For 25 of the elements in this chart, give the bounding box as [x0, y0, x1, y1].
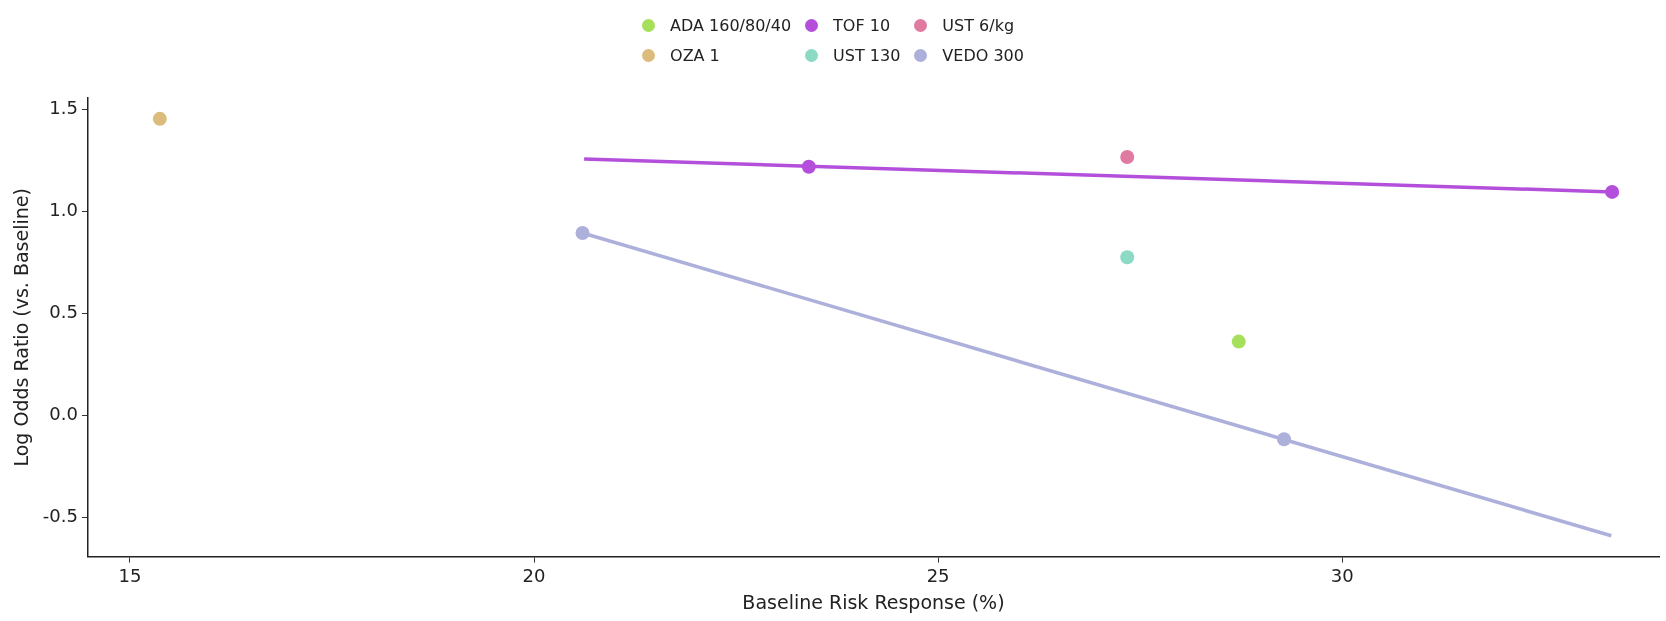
point	[152, 111, 167, 126]
x-tick-label: 25	[926, 565, 950, 587]
legend-label: UST 130	[833, 45, 901, 65]
point	[801, 159, 816, 174]
x-tick-label: 20	[522, 565, 546, 587]
legend-label: UST 6/kg	[942, 15, 1015, 35]
y-tick-label: 1.0	[49, 199, 78, 221]
point	[1120, 150, 1135, 165]
point	[1605, 184, 1620, 199]
legend-label: OZA 1	[670, 45, 720, 65]
legend-label: TOF 10	[833, 15, 891, 35]
y-tick-label: -0.5	[42, 505, 78, 527]
y-axis-title: Log Odds Ratio (vs. Baseline)	[10, 188, 33, 467]
y-tick-label: 0.5	[49, 301, 78, 323]
x-tick-label: 30	[1330, 565, 1354, 587]
legend-label: ADA 160/80/40	[670, 15, 792, 35]
point	[1277, 432, 1292, 447]
point	[1120, 250, 1135, 265]
y-tick-label: 1.5	[49, 97, 78, 119]
x-axis-title: Baseline Risk Response (%)	[742, 590, 1005, 613]
legend-label: VEDO 300	[942, 45, 1024, 65]
point	[1231, 334, 1246, 349]
x-tick-label: 15	[118, 565, 142, 587]
y-tick-label: 0.0	[49, 403, 78, 425]
point	[575, 225, 590, 240]
